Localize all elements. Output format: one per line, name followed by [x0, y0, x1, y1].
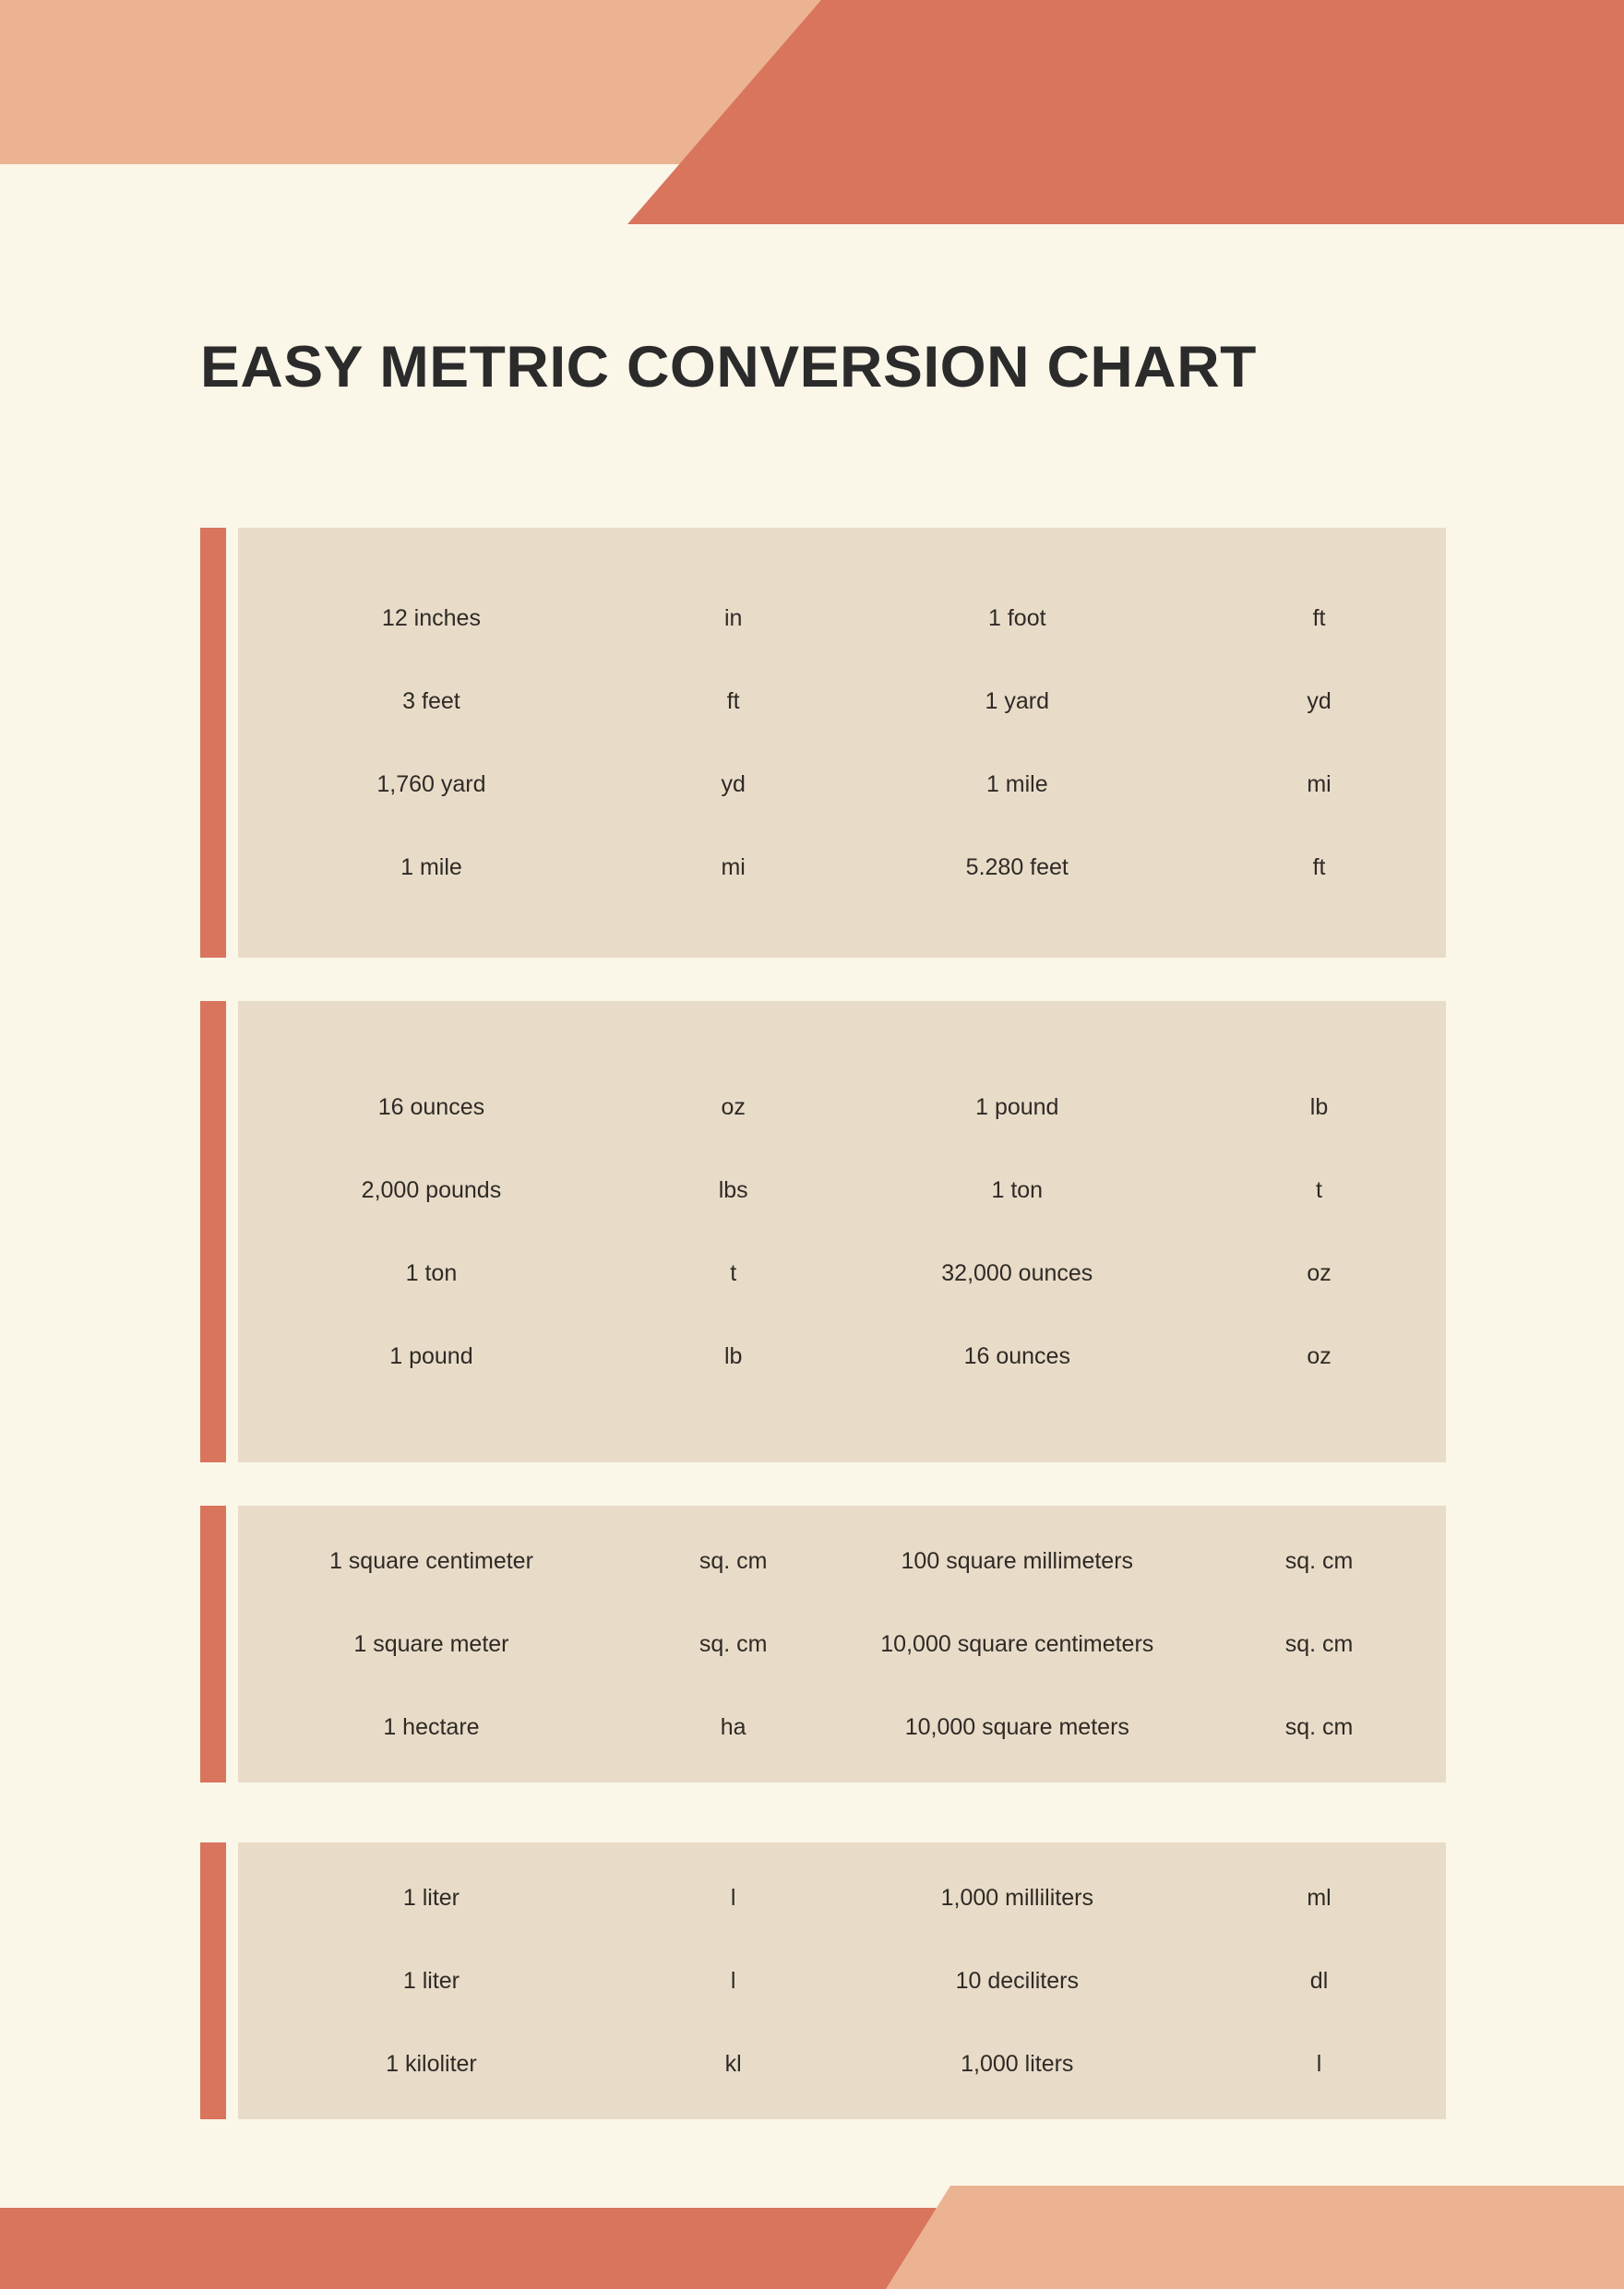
cell-quantity: 1 square centimeter	[328, 1547, 533, 1574]
cell-equivalent: 1 mile	[985, 770, 1048, 797]
cell-equivalent-unit: sq. cm	[1284, 1713, 1354, 1740]
cell-quantity: 1 liter	[402, 1884, 460, 1911]
table-row: 1 ton t 32,000 ounces oz	[238, 1232, 1446, 1315]
accent-bar-volume	[200, 1842, 226, 2119]
cell-equivalent-unit: ft	[1312, 853, 1326, 880]
cell-equivalent-unit: t	[1316, 1176, 1322, 1203]
table-row: 16 ounces oz 1 pound lb	[238, 1066, 1446, 1149]
cell-equivalent-unit: sq. cm	[1284, 1630, 1354, 1657]
cell-equivalent: 5.280 feet	[965, 853, 1069, 880]
conversion-block-volume: 1 liter l 1,000 milliliters ml 1 liter l…	[200, 1842, 1446, 2119]
accent-bar-area	[200, 1506, 226, 1782]
cell-equivalent: 10,000 square centimeters	[880, 1630, 1154, 1657]
table-row: 1,760 yard yd 1 mile mi	[238, 743, 1446, 826]
cell-equivalent: 1 ton	[991, 1176, 1044, 1203]
cell-equivalent: 10,000 square meters	[904, 1713, 1129, 1740]
cell-equivalent: 10 deciliters	[955, 1967, 1079, 1994]
cell-quantity: 16 ounces	[377, 1093, 485, 1120]
cell-equivalent-unit: ml	[1307, 1884, 1331, 1911]
cell-quantity: 3 feet	[402, 687, 460, 714]
cell-quantity: 12 inches	[381, 604, 481, 631]
cell-equivalent: 1 pound	[975, 1093, 1059, 1120]
cell-equivalent-unit: l	[1316, 2050, 1322, 2077]
table-row: 1 mile mi 5.280 feet ft	[238, 826, 1446, 909]
table-row: 1 pound lb 16 ounces oz	[238, 1315, 1446, 1398]
cell-equivalent-unit: mi	[1307, 770, 1331, 797]
cell-unit: sq. cm	[699, 1547, 768, 1574]
cell-equivalent-unit: sq. cm	[1284, 1547, 1354, 1574]
accent-bar-length	[200, 528, 226, 958]
cell-equivalent-unit: yd	[1307, 687, 1331, 714]
footer-peach-shape	[886, 2186, 1624, 2289]
cell-quantity: 2,000 pounds	[361, 1176, 502, 1203]
cell-equivalent: 32,000 ounces	[941, 1259, 1093, 1286]
cell-equivalent: 100 square millimeters	[901, 1547, 1134, 1574]
cell-quantity: 1 pound	[389, 1342, 473, 1369]
cell-equivalent-unit: oz	[1307, 1259, 1331, 1286]
cell-unit: l	[730, 1967, 736, 1994]
cell-equivalent-unit: dl	[1309, 1967, 1329, 1994]
cell-unit: lbs	[718, 1176, 748, 1203]
cell-quantity: 1 ton	[405, 1259, 458, 1286]
panel-area: 1 square centimeter sq. cm 100 square mi…	[238, 1506, 1446, 1782]
cell-unit: lb	[723, 1342, 743, 1369]
table-row: 1 square meter sq. cm 10,000 square cent…	[238, 1603, 1446, 1686]
cell-equivalent: 1 yard	[985, 687, 1050, 714]
table-row: 1 liter l 10 deciliters dl	[238, 1939, 1446, 2022]
cell-unit: kl	[724, 2050, 742, 2077]
cell-equivalent: 1 foot	[988, 604, 1046, 631]
page-title: EASY METRIC CONVERSION CHART	[200, 335, 1257, 399]
cell-unit: oz	[721, 1093, 746, 1120]
cell-quantity: 1 square meter	[353, 1630, 509, 1657]
panel-length: 12 inches in 1 foot ft 3 feet ft 1 yard …	[238, 528, 1446, 958]
table-row: 3 feet ft 1 yard yd	[238, 660, 1446, 743]
table-row: 1 kiloliter kl 1,000 liters l	[238, 2022, 1446, 2105]
conversion-block-length: 12 inches in 1 foot ft 3 feet ft 1 yard …	[200, 528, 1446, 958]
cell-unit: t	[730, 1259, 737, 1286]
cell-equivalent: 1,000 milliliters	[940, 1884, 1093, 1911]
table-row: 1 hectare ha 10,000 square meters sq. cm	[238, 1686, 1446, 1769]
cell-unit: l	[730, 1884, 736, 1911]
cell-equivalent-unit: oz	[1307, 1342, 1331, 1369]
cell-unit: yd	[721, 770, 746, 797]
table-row: 1 liter l 1,000 milliliters ml	[238, 1856, 1446, 1939]
cell-equivalent: 1,000 liters	[961, 2050, 1074, 2077]
cell-quantity: 1 liter	[402, 1967, 460, 1994]
table-row: 1 square centimeter sq. cm 100 square mi…	[238, 1520, 1446, 1603]
cell-equivalent-unit: lb	[1309, 1093, 1329, 1120]
table-row: 2,000 pounds lbs 1 ton t	[238, 1149, 1446, 1232]
footer-decoration	[0, 2178, 1624, 2289]
cell-quantity: 1 kiloliter	[386, 2050, 477, 2077]
cell-quantity: 1,760 yard	[376, 770, 486, 797]
cell-unit: sq. cm	[699, 1630, 768, 1657]
cell-unit: mi	[721, 853, 746, 880]
conversion-block-weight: 16 ounces oz 1 pound lb 2,000 pounds lbs…	[200, 1001, 1446, 1462]
cell-unit: ft	[726, 687, 740, 714]
conversion-block-area: 1 square centimeter sq. cm 100 square mi…	[200, 1506, 1446, 1782]
cell-equivalent-unit: ft	[1312, 604, 1326, 631]
panel-volume: 1 liter l 1,000 milliliters ml 1 liter l…	[238, 1842, 1446, 2119]
panel-weight: 16 ounces oz 1 pound lb 2,000 pounds lbs…	[238, 1001, 1446, 1462]
cell-equivalent: 16 ounces	[963, 1342, 1070, 1369]
accent-bar-weight	[200, 1001, 226, 1462]
header-coral-shape	[627, 0, 1624, 224]
cell-quantity: 1 mile	[400, 853, 462, 880]
cell-unit: in	[723, 604, 743, 631]
cell-unit: ha	[720, 1713, 746, 1740]
cell-quantity: 1 hectare	[383, 1713, 480, 1740]
table-row: 12 inches in 1 foot ft	[238, 577, 1446, 660]
header-decoration	[0, 0, 1624, 231]
